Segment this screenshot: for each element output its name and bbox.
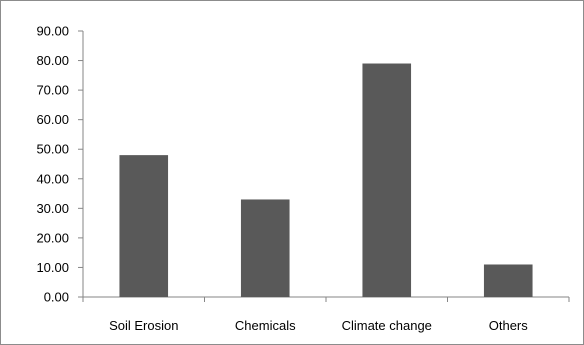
y-tick-label: 90.00 <box>36 24 69 39</box>
bar-chemicals <box>240 199 290 297</box>
y-tick-label: 10.00 <box>36 260 69 275</box>
bar-climate-change <box>362 63 412 298</box>
y-tick-label: 50.00 <box>36 142 69 157</box>
x-category-label: Chemicals <box>235 318 296 333</box>
y-tick-label: 70.00 <box>36 83 69 98</box>
y-tick-label: 80.00 <box>36 53 69 68</box>
bar-others <box>483 264 533 297</box>
x-category-label: Others <box>489 318 529 333</box>
y-tick-label: 60.00 <box>36 112 69 127</box>
bar-soil-erosion <box>119 155 169 297</box>
x-category-label: Soil Erosion <box>109 318 178 333</box>
y-tick-label: 20.00 <box>36 230 69 245</box>
y-tick-label: 40.00 <box>36 171 69 186</box>
x-category-label: Climate change <box>342 318 432 333</box>
y-tick-label: 0.00 <box>44 290 69 305</box>
y-tick-label: 30.00 <box>36 201 69 216</box>
